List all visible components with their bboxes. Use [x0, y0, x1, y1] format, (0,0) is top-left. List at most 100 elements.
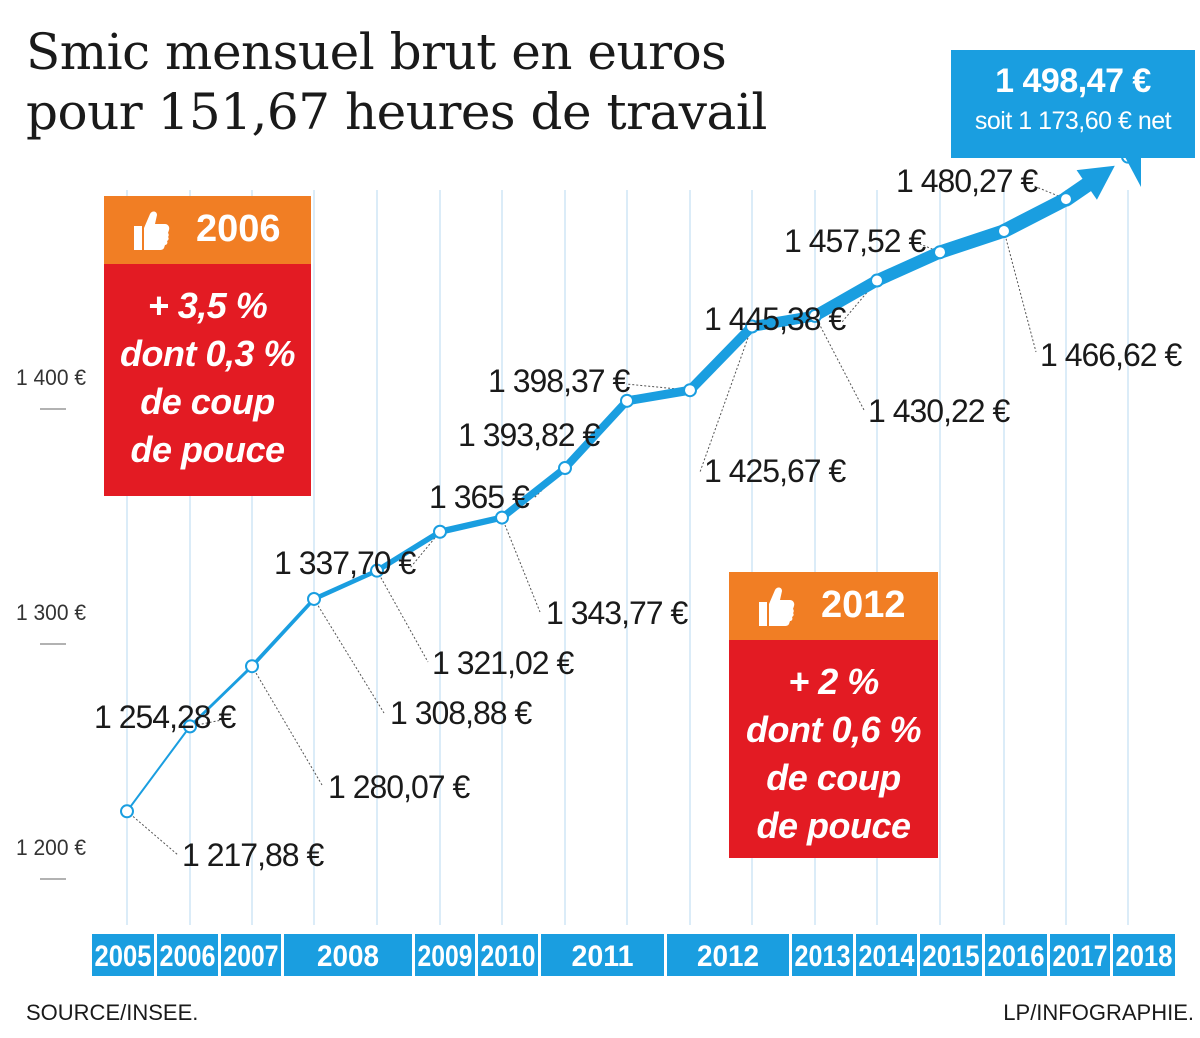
final-value-callout: 1 498,47 € soit 1 173,60 € net: [951, 50, 1195, 158]
leader-line-14: [1003, 230, 1037, 353]
data-label-12: 1 445,38 €: [704, 301, 846, 337]
title-line-1: Smic mensuel brut en euros: [26, 23, 727, 81]
x-tick-label-2009: 2009: [418, 940, 473, 973]
x-tick-label-2014: 2014: [859, 940, 915, 973]
annotation-2006-header: 2006: [104, 196, 311, 264]
chart-title: Smic mensuel brut en euros pour 151,67 h…: [26, 22, 767, 142]
data-label-1: 1 254,28 €: [94, 699, 236, 735]
series-segment-7: [560, 396, 632, 473]
data-point-9: [683, 383, 697, 398]
data-label-15: 1 480,27 €: [896, 163, 1038, 199]
annotation-2006: 2006 + 3,5 % dont 0,3 % de coup de pouce: [104, 196, 311, 496]
data-label-2: 1 280,07 €: [328, 769, 470, 805]
data-label-13: 1 457,52 €: [784, 223, 926, 259]
data-point-7: [558, 461, 572, 476]
x-year-cell-2009: [415, 934, 475, 976]
annotation-2012-body: + 2 % dont 0,6 % de coup de pouce: [729, 640, 938, 858]
final-callout-pointer: [1125, 157, 1141, 187]
x-year-cell-2011: [541, 934, 664, 976]
annotation-2006-line-3: de coup: [140, 381, 275, 422]
x-year-cell-2014: [856, 934, 917, 976]
series-segment-14: [996, 192, 1074, 239]
annotation-2012-line-1: + 2 %: [788, 661, 879, 702]
data-label-4: 1 321,02 €: [432, 645, 574, 681]
series-segment-0: [126, 725, 191, 813]
x-tick-label-2012: 2012: [697, 940, 759, 973]
series-segment-5: [436, 514, 506, 535]
y-tick-label-2: 1 400 €: [16, 365, 86, 390]
leader-line-3: [313, 598, 385, 714]
data-point-1: [183, 719, 197, 734]
leader-line-0: [126, 810, 179, 856]
leader-line-10: [699, 326, 753, 473]
data-point-12: [870, 273, 884, 288]
x-year-cell-2012: [667, 934, 789, 976]
data-point-13: [933, 245, 947, 260]
annotation-2012: 2012 + 2 % dont 0,6 % de coup de pouce: [729, 572, 938, 858]
series-segment-3: [311, 568, 380, 602]
annotation-2012-year: 2012: [821, 584, 906, 626]
data-label-6: 1 343,77 €: [546, 595, 688, 631]
annotation-2006-year: 2006: [196, 208, 281, 250]
x-year-cell-2010: [478, 934, 538, 976]
title-line-2: pour 151,67 heures de travail: [26, 83, 767, 141]
data-point-2: [245, 659, 259, 674]
series-segment-4: [374, 529, 443, 574]
data-point-10: [745, 319, 759, 334]
data-label-5: 1 337,70 €: [274, 545, 416, 581]
x-year-cell-2006: [157, 934, 218, 976]
data-label-14: 1 466,62 €: [1040, 337, 1182, 373]
data-point-14: [997, 223, 1011, 238]
data-point-6: [495, 510, 509, 525]
data-label-0: 1 217,88 €: [182, 837, 324, 873]
leader-line-6: [501, 517, 541, 613]
series-line: [126, 165, 1115, 813]
x-year-cell-2013: [792, 934, 853, 976]
x-tick-label-2005: 2005: [95, 940, 152, 973]
data-point-0: [120, 804, 134, 819]
y-tick-label-0: 1 200 €: [16, 835, 86, 860]
x-tick-label-2018: 2018: [1116, 940, 1173, 973]
x-year-cell-2016: [985, 934, 1047, 976]
x-tick-label-2008: 2008: [317, 940, 379, 973]
data-label-9: 1 398,37 €: [488, 363, 630, 399]
series-segment-6: [498, 464, 569, 522]
x-year-cell-2008: [284, 934, 412, 976]
leader-line-2: [251, 665, 323, 786]
final-net: soit 1 173,60 € net: [974, 107, 1172, 135]
series-segment-8: [622, 385, 695, 406]
x-year-cell-2005: [92, 934, 154, 976]
x-tick-label-2017: 2017: [1053, 940, 1108, 973]
thumbs-up-icon: [759, 587, 795, 626]
x-axis-bar: 2005 2006 2007 2008 2009 2010 2011 2012 2013 2014…: [92, 934, 1175, 976]
data-point-11: [808, 308, 822, 323]
annotation-2006-body: + 3,5 % dont 0,3 % de coup de pouce: [104, 264, 311, 496]
series-arrowhead: [1076, 165, 1115, 200]
data-point-5: [433, 524, 447, 539]
data-labels: 1 217,88 € 1 254,28 € 1 280,07 € 1 308,88 €…: [94, 163, 1183, 873]
series-segment-10: [746, 310, 821, 332]
leader-line-1: [189, 717, 233, 727]
y-axis: 1 200 € 1 300 € 1 400 €: [16, 365, 86, 880]
source-note: SOURCE/INSEE.: [26, 1000, 199, 1025]
data-point-15: [1059, 192, 1073, 207]
credit-note: LP/INFOGRAPHIE.: [1003, 1000, 1194, 1025]
annotation-2006-line-1: + 3,5 %: [147, 285, 268, 326]
x-tick-label-2015: 2015: [923, 940, 980, 973]
x-year-cell-2007: [221, 934, 281, 976]
leader-line-11: [814, 315, 865, 411]
data-label-3: 1 308,88 €: [390, 695, 532, 731]
data-point-4: [370, 563, 384, 578]
annotation-2012-line-3: de coup: [766, 757, 901, 798]
x-tick-label-2007: 2007: [224, 940, 279, 973]
x-tick-label-2006: 2006: [160, 940, 216, 973]
data-label-10: 1 425,67 €: [704, 453, 846, 489]
leader-line-9: [625, 383, 691, 391]
series-segment-1: [188, 664, 254, 728]
annotation-2012-line-2: dont 0,6 %: [745, 709, 922, 750]
x-tick-label-2013: 2013: [795, 940, 851, 973]
series-segment-12: [870, 246, 947, 287]
x-tick-label-2010: 2010: [481, 940, 536, 973]
series-segment-11: [809, 274, 883, 322]
